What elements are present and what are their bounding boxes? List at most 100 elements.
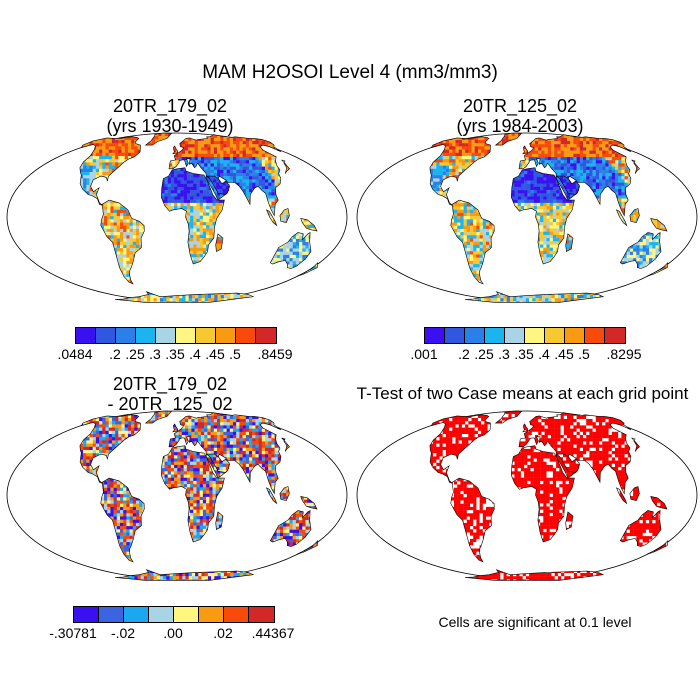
coastline-greenland bbox=[144, 410, 173, 424]
colorbar-1-label: .5 bbox=[229, 346, 241, 362]
coastline-arabia bbox=[205, 453, 230, 473]
colorbar-2-label: .25 bbox=[474, 346, 494, 362]
coastline-antarctica bbox=[465, 291, 605, 303]
coastline-eurasia bbox=[518, 412, 632, 495]
colorbar-2-label: .45 bbox=[554, 346, 574, 362]
coastline-borneo bbox=[279, 486, 290, 502]
coastline-africa bbox=[160, 445, 225, 543]
coastline-sumatra bbox=[265, 209, 278, 227]
significance-note: Cells are significant at 0.1 level bbox=[438, 614, 632, 630]
coastline-greenland bbox=[494, 410, 523, 424]
colorbar-3-swatch bbox=[149, 607, 174, 622]
colorbar-1-swatch bbox=[236, 328, 256, 343]
colorbar-2-label: .35 bbox=[514, 346, 534, 362]
panel-2-title-line2: (yrs 1984-2003) bbox=[456, 116, 584, 136]
coastline-new-guinea bbox=[300, 495, 318, 510]
coastline-madagascar bbox=[565, 233, 574, 252]
coastline-antarctica bbox=[115, 569, 255, 581]
colorbar-2-label: .001 bbox=[410, 346, 438, 362]
coastline-australia bbox=[269, 231, 312, 269]
colorbar-2-swatch bbox=[565, 328, 585, 343]
colorbar-1-swatch bbox=[196, 328, 216, 343]
coastline-new-zealand bbox=[296, 261, 319, 277]
colorbar-3-swatch bbox=[74, 607, 99, 622]
coastline-africa bbox=[160, 167, 225, 265]
coastline-arabia bbox=[205, 175, 230, 195]
panel-1-title-line2: (yrs 1930-1949) bbox=[106, 116, 234, 136]
coastline-uk bbox=[522, 423, 529, 433]
coastline-japan bbox=[281, 437, 290, 452]
coastline-borneo bbox=[279, 208, 290, 224]
colorbar-3-label: .02 bbox=[213, 625, 233, 641]
coastline-africa bbox=[510, 445, 575, 543]
colorbar-1-label: .2 bbox=[109, 346, 121, 362]
coastline-sumatra bbox=[615, 209, 628, 227]
coastline-australia bbox=[269, 509, 312, 547]
colorbar-2-swatch bbox=[445, 328, 465, 343]
colorbar-2-swatch bbox=[485, 328, 505, 343]
colorbar-1-swatch bbox=[116, 328, 136, 343]
colorbar-2-swatch bbox=[585, 328, 605, 343]
coastline-australia bbox=[619, 231, 662, 269]
colorbar-3-label: -.30781 bbox=[49, 625, 97, 641]
colorbar-1-swatch bbox=[156, 328, 176, 343]
map-panel-1 bbox=[6, 132, 348, 303]
colorbar-2-swatch bbox=[525, 328, 545, 343]
colorbar-1-label: .3 bbox=[149, 346, 161, 362]
coastline-japan bbox=[281, 159, 290, 174]
colorbar-2 bbox=[424, 327, 626, 344]
colorbar-2-swatch bbox=[605, 328, 625, 343]
coastline-madagascar bbox=[565, 511, 574, 530]
colorbar-2-label: .5 bbox=[578, 346, 590, 362]
coastline-arabia bbox=[555, 175, 580, 195]
colorbar-1-label: .25 bbox=[125, 346, 145, 362]
coastline-madagascar bbox=[215, 233, 224, 252]
colorbar-1-swatch bbox=[136, 328, 156, 343]
colorbar-3-swatch bbox=[199, 607, 224, 622]
coastline-antarctica bbox=[465, 569, 605, 581]
colorbar-3-swatch bbox=[249, 607, 274, 622]
coastline-north-america bbox=[429, 414, 491, 484]
map-panel-2 bbox=[356, 132, 698, 303]
colorbar-3-swatch bbox=[124, 607, 149, 622]
map-panel-3 bbox=[6, 410, 348, 581]
panel-3-title: 20TR_179_02 - 20TR_125_02 bbox=[20, 374, 320, 414]
coastline-south-america bbox=[450, 477, 495, 563]
coastline-sumatra bbox=[265, 487, 278, 505]
coastline-north-america bbox=[79, 136, 141, 206]
coastline-greenland bbox=[494, 132, 523, 146]
colorbar-1-label: .0484 bbox=[57, 346, 93, 362]
panel-4-title: T-Test of two Case means at each grid po… bbox=[356, 384, 689, 403]
map-panel-4 bbox=[356, 410, 698, 581]
panel-3-title-line1: 20TR_179_02 bbox=[112, 374, 228, 394]
coastline-madagascar bbox=[215, 511, 224, 530]
coastline-new-guinea bbox=[650, 217, 668, 232]
coastline-eurasia bbox=[518, 134, 632, 217]
colorbar-1-label: .35 bbox=[165, 346, 185, 362]
coastline-arabia bbox=[555, 453, 580, 473]
colorbar-2-label: .2 bbox=[458, 346, 470, 362]
colorbar-3-label: .44367 bbox=[251, 625, 295, 641]
colorbar-3-label: .00 bbox=[163, 625, 183, 641]
colorbar-1-label: .8459 bbox=[257, 346, 293, 362]
coastline-eurasia bbox=[168, 412, 282, 495]
coastline-uk bbox=[522, 145, 529, 155]
coastline-north-america bbox=[429, 136, 491, 206]
coastline-eurasia bbox=[168, 134, 282, 217]
coastline-japan bbox=[631, 437, 640, 452]
coastline-greenland bbox=[144, 132, 173, 146]
colorbar-2-label: .3 bbox=[498, 346, 510, 362]
coastline-south-america bbox=[100, 199, 145, 285]
coastline-uk bbox=[172, 145, 179, 155]
coastline-new-zealand bbox=[646, 261, 669, 277]
main-title: MAM H2OSOI Level 4 (mm3/mm3) bbox=[202, 62, 498, 83]
coastline-north-america bbox=[79, 414, 141, 484]
panel-1-title-line1: 20TR_179_02 bbox=[112, 96, 228, 116]
colorbar-1-swatch bbox=[216, 328, 236, 343]
coastline-borneo bbox=[629, 486, 640, 502]
colorbar-1-label: .45 bbox=[205, 346, 225, 362]
colorbar-2-swatch bbox=[425, 328, 445, 343]
panel-2-title-line1: 20TR_125_02 bbox=[462, 96, 578, 116]
coastline-japan bbox=[631, 159, 640, 174]
coastline-new-zealand bbox=[646, 539, 669, 555]
